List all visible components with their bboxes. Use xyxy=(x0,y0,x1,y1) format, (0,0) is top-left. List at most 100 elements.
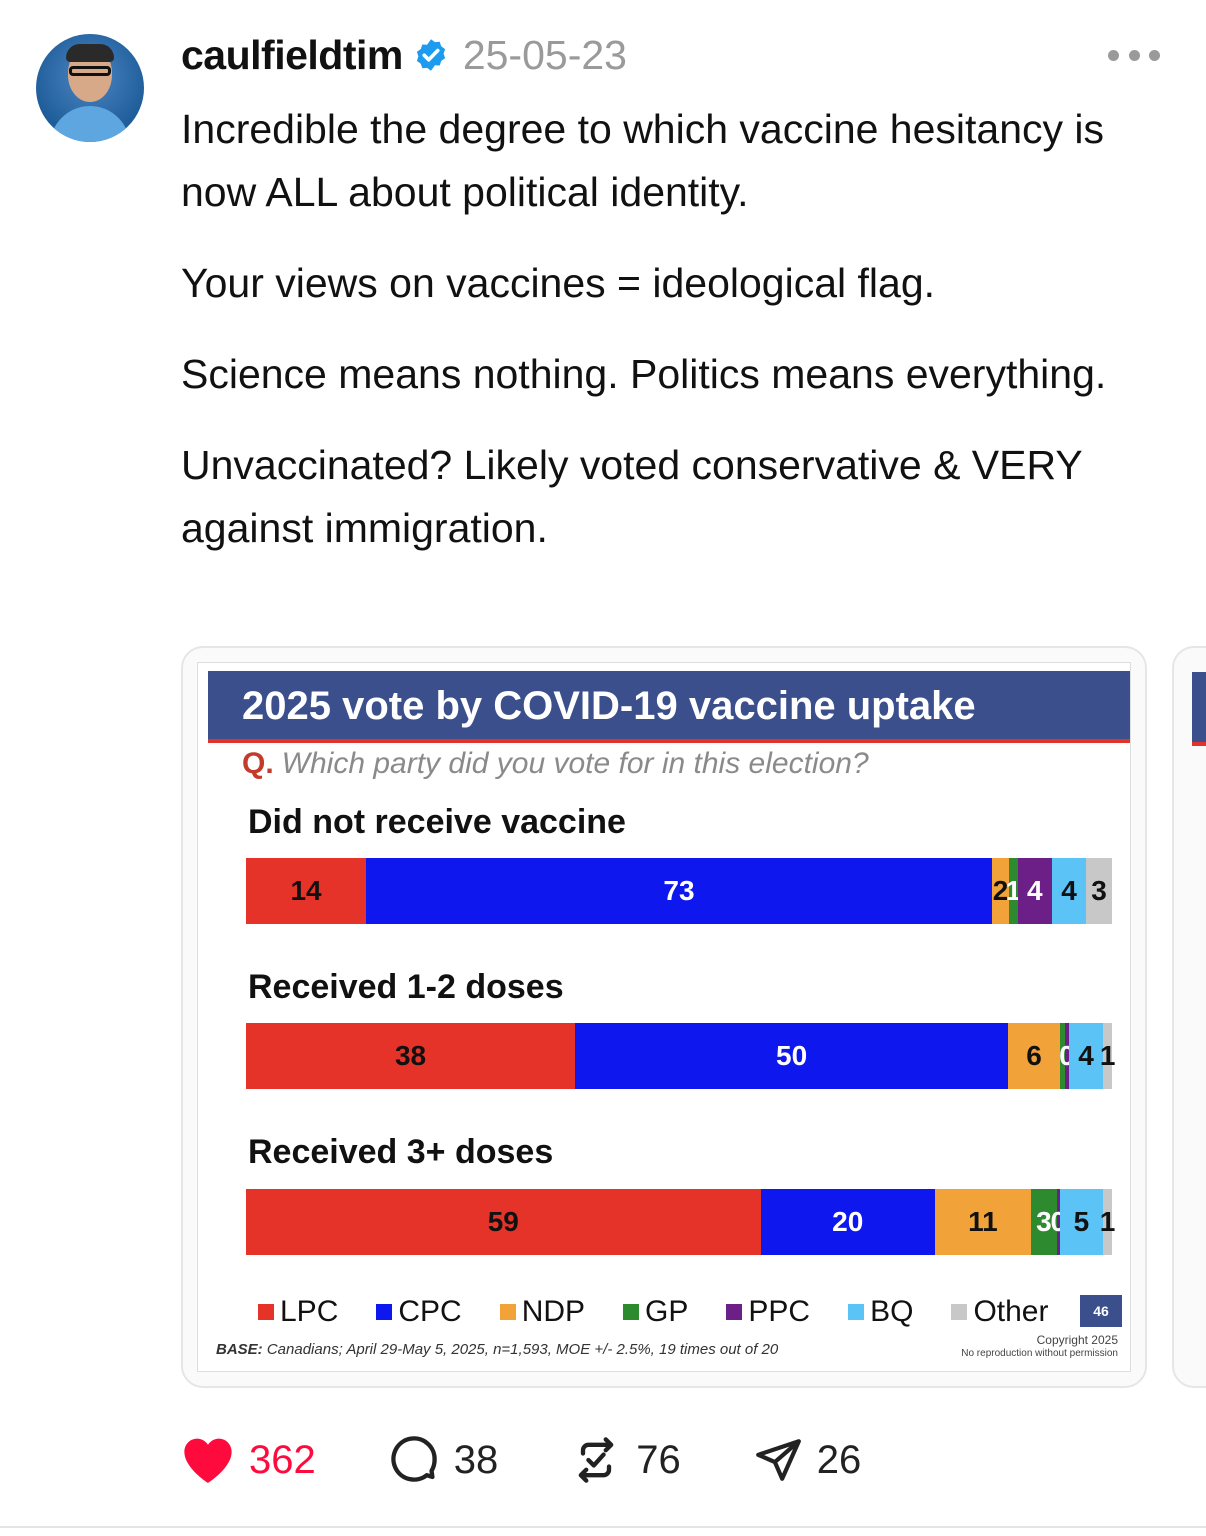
bar-segment-ndp: 6 xyxy=(1008,1023,1061,1089)
username[interactable]: caulfieldtim xyxy=(181,31,403,78)
post-paragraph: Unvaccinated? Likely voted conservative … xyxy=(181,442,1082,551)
legend-swatch xyxy=(623,1304,640,1320)
data-label: 38 xyxy=(394,1040,427,1071)
avatar[interactable] xyxy=(36,34,144,142)
more-dot xyxy=(1149,49,1160,61)
bar-segment-cpc: 20 xyxy=(760,1189,935,1255)
bar-segment-other: 1 xyxy=(1100,1023,1115,1089)
bar-segment-gp: 3 xyxy=(1030,1189,1058,1255)
send-icon xyxy=(755,1439,801,1481)
copyright-note: No reproduction without permission xyxy=(961,1348,1118,1359)
data-label: 59 xyxy=(487,1206,519,1237)
bar-segment-lpc: 59 xyxy=(246,1189,761,1255)
comment-count: 38 xyxy=(453,1437,499,1482)
repost-icon xyxy=(578,1437,614,1483)
base-text: Canadians; April 29-May 5, 2025, n=1,593… xyxy=(266,1341,779,1358)
copyright-text: Copyright 2025 xyxy=(1036,1333,1118,1347)
media-card[interactable]: 2025 vote by COVID-19 vaccine uptake Q. W… xyxy=(181,646,1147,1388)
avatar-shirt xyxy=(50,106,130,142)
bar-segment-cpc: 73 xyxy=(366,858,992,924)
base-label: BASE: xyxy=(216,1341,263,1358)
chart-legend: LPC CPC NDP GP PPC BQ Other xyxy=(258,1295,1086,1329)
data-label: 1 xyxy=(1099,1040,1116,1071)
legend-swatch xyxy=(848,1304,865,1320)
data-label: 14 xyxy=(290,875,322,906)
legend-swatch xyxy=(258,1304,274,1320)
bar-segment-bq: 4 xyxy=(1051,858,1087,924)
bar-segment-ndp: 2 xyxy=(991,858,1010,924)
data-label: 1 xyxy=(1099,1206,1116,1237)
verified-badge-icon xyxy=(416,39,445,71)
data-label: 5 xyxy=(1073,1206,1090,1237)
legend-item-ppc: PPC xyxy=(726,1295,810,1329)
bar-segment-ppc: 4 xyxy=(1017,858,1052,924)
repost-button[interactable]: 76 xyxy=(570,1434,681,1486)
comment-button[interactable]: 38 xyxy=(388,1434,499,1486)
legend-swatch xyxy=(499,1304,516,1320)
bar-segment-gp: 1 xyxy=(1006,858,1021,924)
post-date: 25-05-23 xyxy=(462,31,627,78)
legend-label: Other xyxy=(973,1295,1049,1328)
chart-image: 2025 vote by COVID-19 vaccine uptake Q. W… xyxy=(197,662,1131,1372)
like-button[interactable]: 362 xyxy=(181,1435,316,1485)
share-count: 26 xyxy=(816,1437,862,1482)
legend-label: LPC xyxy=(280,1295,339,1328)
legend-label: PPC xyxy=(748,1295,811,1328)
slide-page-number: 46 xyxy=(1080,1295,1122,1327)
data-label: 20 xyxy=(832,1206,864,1237)
data-label: 50 xyxy=(776,1040,808,1071)
bar-segment-other: 1 xyxy=(1100,1189,1115,1255)
heart-icon xyxy=(184,1438,232,1483)
data-label: 3 xyxy=(1091,875,1107,906)
legend-item-lpc: LPC xyxy=(258,1295,338,1329)
question-text: Which party did you vote for in this ele… xyxy=(281,747,869,780)
bar-segment-other: 3 xyxy=(1086,858,1112,924)
post-paragraph: Your views on vaccines = ideological fla… xyxy=(181,260,936,306)
repost-count: 76 xyxy=(636,1437,681,1482)
legend-swatch xyxy=(726,1304,743,1320)
next-card-accent-line xyxy=(1192,742,1206,746)
stacked-bar: 14 73 2 1 4 4 3 xyxy=(246,858,1112,924)
data-label: 4 xyxy=(1061,875,1077,906)
like-count: 362 xyxy=(249,1437,316,1482)
post-body: Incredible the degree to which vaccine h… xyxy=(181,98,1141,588)
legend-swatch xyxy=(951,1304,968,1320)
category-label: Received 1-2 doses xyxy=(248,968,564,1006)
legend-label: BQ xyxy=(870,1295,914,1328)
legend-item-other: Other xyxy=(951,1295,1048,1329)
legend-item-cpc: CPC xyxy=(376,1295,462,1329)
data-label: 1 xyxy=(1005,875,1022,906)
post-actions: 362 38 76 26 xyxy=(181,1430,933,1490)
category-label: Received 3+ doses xyxy=(248,1133,554,1171)
bar-segment-lpc: 14 xyxy=(246,858,367,924)
bar-segment-bq: 4 xyxy=(1068,1023,1104,1089)
data-label: 3 xyxy=(1036,1206,1052,1237)
legend-item-gp: GP xyxy=(623,1295,688,1329)
data-label: 6 xyxy=(1026,1040,1042,1071)
stacked-bar: 59 20 11 3 0 5 1 xyxy=(246,1189,1115,1255)
more-options-icon[interactable] xyxy=(1108,48,1160,62)
stacked-bar: 38 50 6 0 4 1 xyxy=(246,1023,1115,1089)
legend-swatch xyxy=(376,1304,393,1320)
post-paragraph: Incredible the degree to which vaccine h… xyxy=(181,106,1105,215)
legend-label: GP xyxy=(645,1295,689,1328)
next-media-card[interactable] xyxy=(1172,646,1206,1388)
avatar-glasses xyxy=(69,66,111,76)
bar-segment-lpc: 38 xyxy=(246,1023,576,1089)
chart-copyright: Copyright 2025 No reproduction without p… xyxy=(961,1333,1118,1361)
bar-segment-gp xyxy=(1060,1023,1066,1089)
post-divider xyxy=(0,1526,1206,1528)
legend-label: CPC xyxy=(398,1295,462,1328)
chart-question: Q. Which party did you vote for in this e… xyxy=(242,747,869,781)
comment-icon xyxy=(391,1436,437,1482)
data-label: 4 xyxy=(1078,1040,1094,1071)
data-label: 2 xyxy=(992,875,1009,906)
data-label: 4 xyxy=(1027,875,1043,906)
bar-segment-cpc: 50 xyxy=(575,1023,1009,1089)
share-button[interactable]: 26 xyxy=(753,1435,862,1485)
bar-segment-bq: 5 xyxy=(1059,1189,1104,1255)
avatar-hair xyxy=(66,44,114,62)
data-label: 11 xyxy=(968,1206,998,1237)
category-label: Did not receive vaccine xyxy=(248,803,626,841)
question-prefix: Q. xyxy=(242,747,274,780)
